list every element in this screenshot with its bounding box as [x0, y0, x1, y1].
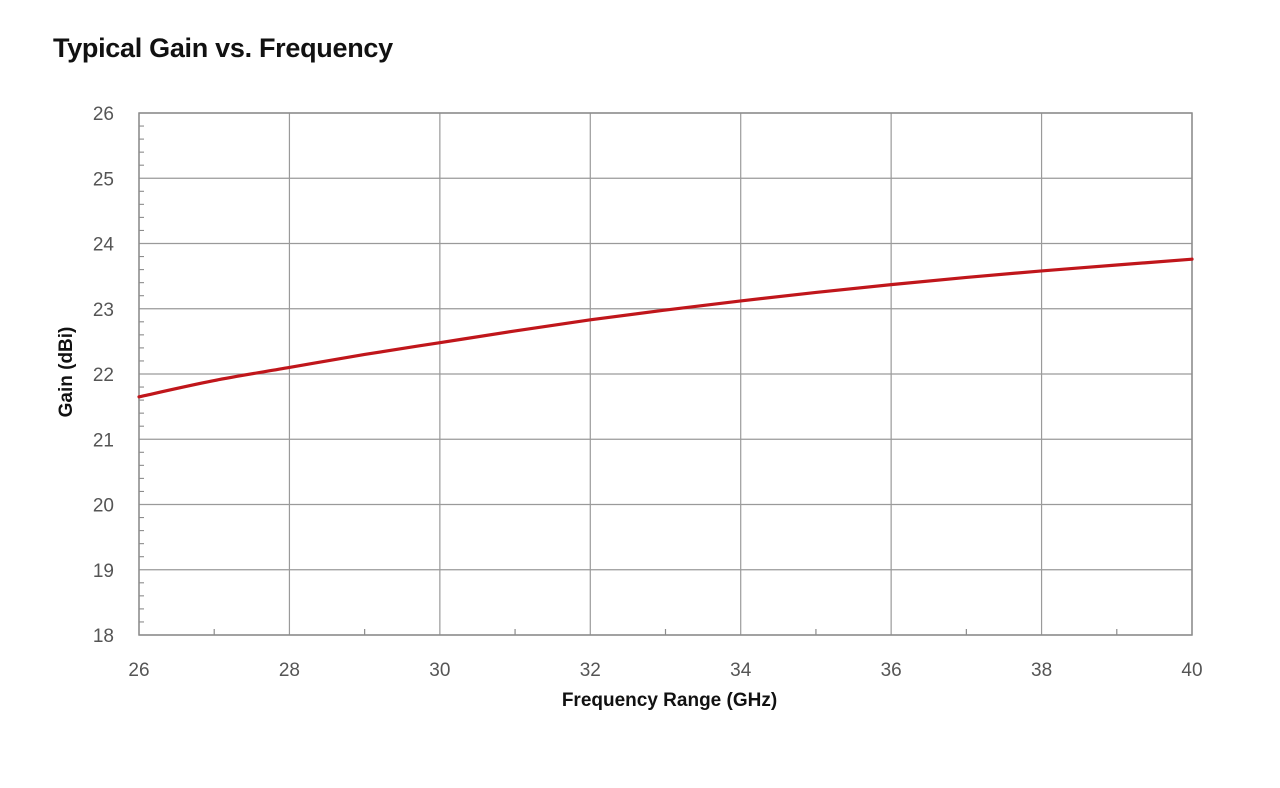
x-axis-title: Frequency Range (GHz) [562, 690, 777, 711]
minor-ticks [139, 125, 1118, 635]
x-tick-label: 40 [1181, 660, 1202, 681]
series-layer [137, 257, 1194, 399]
y-axis-title: Gain (dBi) [56, 327, 77, 418]
chart-title: Typical Gain vs. Frequency [53, 33, 393, 63]
y-tick-label: 19 [93, 561, 114, 582]
y-tick-label: 21 [93, 430, 114, 451]
x-tick-label: 38 [1031, 660, 1052, 681]
y-tick-label: 18 [93, 626, 114, 647]
grid-lines [138, 112, 1193, 636]
y-tick-label: 22 [93, 365, 114, 386]
y-tick-label: 23 [93, 300, 114, 321]
y-tick-label: 26 [93, 104, 114, 125]
y-tick-label: 25 [93, 169, 114, 190]
plot-frame [138, 112, 1193, 636]
y-tick-label: 24 [93, 235, 115, 256]
y-tick-label: 20 [93, 496, 114, 517]
x-tick-label: 36 [881, 660, 902, 681]
y-tick-labels: 18 19 20 21 22 23 24 25 26 [93, 104, 115, 647]
x-tick-labels: 26 28 30 32 34 36 38 40 [128, 660, 1202, 681]
x-tick-label: 34 [730, 660, 752, 681]
x-tick-label: 30 [429, 660, 450, 681]
gain-series-line [137, 257, 1194, 399]
x-tick-label: 32 [580, 660, 601, 681]
x-tick-label: 28 [279, 660, 300, 681]
x-tick-label: 26 [128, 660, 149, 681]
